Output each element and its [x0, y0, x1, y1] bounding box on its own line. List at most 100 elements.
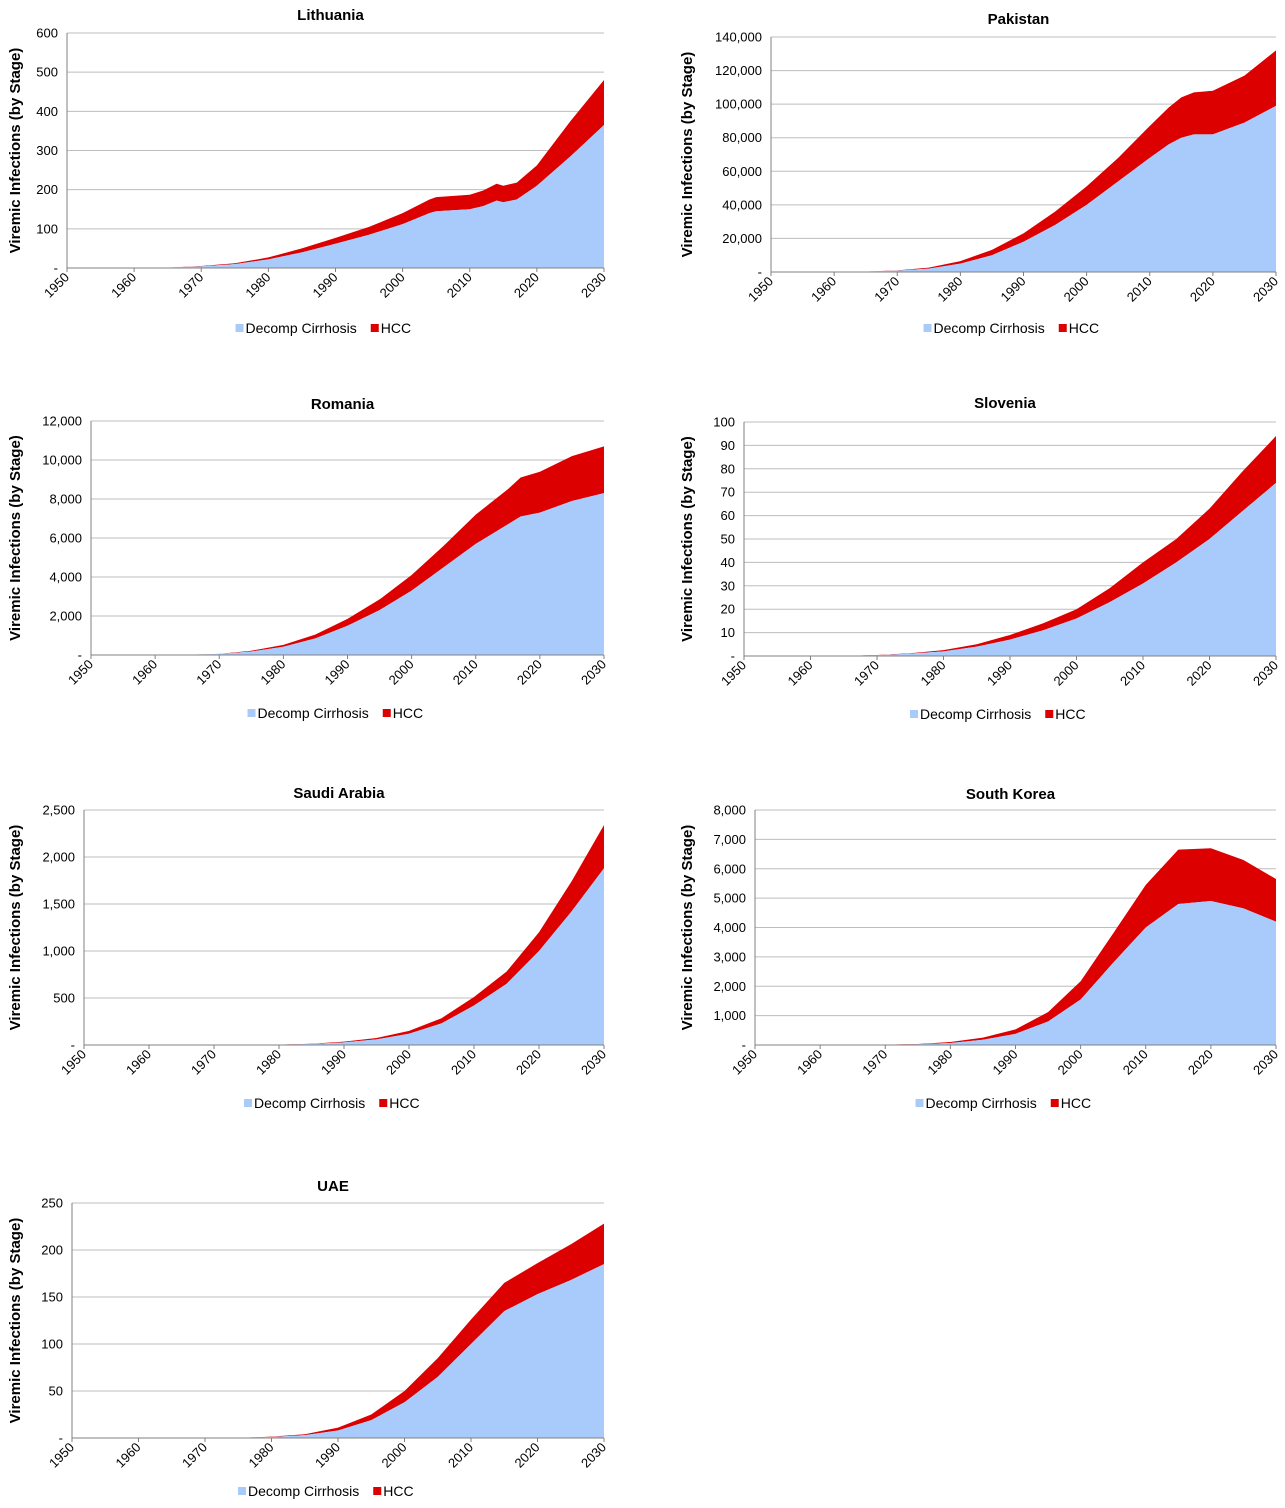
x-tick-label: 1990 — [984, 658, 1015, 689]
x-tick-label: 1980 — [246, 1440, 277, 1471]
y-tick-label: 250 — [41, 1196, 63, 1211]
x-tick-label: 2020 — [511, 270, 542, 301]
x-tick-label: 2000 — [1061, 274, 1092, 305]
legend: Decomp Cirrhosis HCC — [923, 320, 1099, 336]
y-tick-label: 100 — [36, 221, 58, 236]
y-tick-label: 60,000 — [722, 164, 762, 179]
y-tick-label: - — [71, 1038, 75, 1053]
y-tick-label: - — [54, 261, 58, 276]
chart-title: Slovenia — [974, 395, 1036, 412]
chart-romania: - 2,000 4,000 6,000 8,000 10,000 12,000 1950 196… — [7, 396, 609, 721]
y-tick-label: 140,000 — [715, 30, 762, 45]
chart-saudi-arabia: - 500 1,000 1,500 2,000 2,500 1950 1960 1970 1980… — [7, 785, 609, 1111]
y-tick-label: 1,000 — [42, 944, 75, 959]
x-tick-label: 2030 — [578, 1440, 609, 1471]
y-axis-label: Viremic Infections (by Stage) — [7, 48, 24, 254]
legend-label-decomp: Decomp Cirrhosis — [246, 320, 357, 336]
legend-swatch-decomp — [244, 1099, 252, 1107]
y-tick-label: 5,000 — [713, 891, 746, 906]
y-tick-label: 20,000 — [722, 231, 762, 246]
y-tick-label: 40 — [721, 555, 735, 570]
x-tick-label: 2030 — [1250, 1047, 1281, 1078]
y-tick-label: - — [59, 1431, 63, 1446]
y-tick-label: 100 — [713, 415, 735, 430]
x-tick-label: 1950 — [58, 1047, 89, 1078]
y-tick-label: 7,000 — [713, 832, 746, 847]
series-hcc-area — [755, 848, 1276, 1045]
y-tick-label: - — [731, 649, 735, 664]
y-tick-label: 12,000 — [42, 414, 82, 429]
x-tick-label: 2010 — [1117, 658, 1148, 689]
y-tick-label: 90 — [721, 438, 735, 453]
legend-label-decomp: Decomp Cirrhosis — [920, 706, 1031, 722]
x-tick-label: 1990 — [310, 270, 341, 301]
x-tick-label: 2020 — [1185, 1047, 1216, 1078]
x-tick-label: 2000 — [377, 270, 408, 301]
legend-label-hcc: HCC — [1069, 320, 1099, 336]
y-tick-label: 20 — [721, 602, 735, 617]
legend-swatch-hcc — [1050, 1099, 1059, 1107]
y-tick-label: 2,500 — [42, 803, 75, 818]
x-tick-label: 2020 — [1184, 658, 1215, 689]
legend: Decomp Cirrhosis HCC — [238, 1483, 414, 1499]
series-hcc-area — [91, 446, 604, 655]
y-tick-label: 50 — [49, 1384, 63, 1399]
y-tick-label: 80 — [721, 461, 735, 476]
x-tick-label: 1990 — [312, 1440, 343, 1471]
y-axis-label: Viremic Infections (by Stage) — [7, 825, 24, 1031]
y-tick-label: 6,000 — [49, 531, 82, 546]
legend: Decomp Cirrhosis HCC — [915, 1095, 1091, 1111]
x-tick-label: 1960 — [808, 274, 839, 305]
y-tick-label: 100 — [41, 1337, 63, 1352]
legend-swatch-hcc — [1058, 324, 1067, 332]
x-tick-label: 1960 — [129, 657, 160, 688]
legend-label-decomp: Decomp Cirrhosis — [258, 705, 369, 721]
x-tick-label: 1980 — [257, 657, 288, 688]
x-tick-label: 1960 — [794, 1047, 825, 1078]
legend-swatch-decomp — [235, 324, 244, 332]
x-tick-label: 1950 — [729, 1047, 760, 1078]
x-tick-label: 1980 — [934, 274, 965, 305]
series-decomp-cirrhosis-area — [67, 125, 604, 268]
y-tick-label: 10 — [721, 625, 735, 640]
y-axis-label: Viremic Infections (by Stage) — [679, 436, 696, 642]
y-tick-label: 70 — [721, 485, 735, 500]
legend-label-hcc: HCC — [383, 1483, 413, 1499]
x-tick-label: 2000 — [386, 657, 417, 688]
x-tick-label: 2030 — [578, 1047, 609, 1078]
x-tick-label: 1970 — [193, 657, 224, 688]
x-tick-label: 2010 — [445, 1440, 476, 1471]
y-tick-label: 120,000 — [715, 63, 762, 78]
y-tick-label: 200 — [41, 1243, 63, 1258]
y-tick-label: 4,000 — [49, 570, 82, 585]
legend-label-hcc: HCC — [393, 705, 423, 721]
legend-swatch-decomp — [915, 1099, 924, 1107]
legend: Decomp Cirrhosis HCC — [910, 706, 1086, 722]
series-decomp-cirrhosis-area — [755, 901, 1276, 1045]
x-tick-label: 1960 — [113, 1440, 144, 1471]
y-tick-label: 200 — [36, 182, 58, 197]
y-tick-label: 50 — [721, 532, 735, 547]
legend-label-hcc: HCC — [1061, 1095, 1091, 1111]
x-tick-label: 2010 — [444, 270, 475, 301]
x-tick-label: 2030 — [578, 270, 609, 301]
chart-title: Lithuania — [297, 7, 364, 24]
legend-swatch-decomp — [923, 324, 932, 332]
x-tick-label: 2030 — [1250, 274, 1281, 305]
x-tick-label: 1950 — [41, 270, 72, 301]
y-tick-label: 60 — [721, 508, 735, 523]
x-tick-label: 1970 — [188, 1047, 219, 1078]
legend-label-decomp: Decomp Cirrhosis — [926, 1095, 1037, 1111]
x-tick-label: 2000 — [1051, 658, 1082, 689]
series-decomp-cirrhosis-area — [72, 1264, 604, 1438]
y-tick-label: - — [742, 1038, 746, 1053]
y-tick-label: 40,000 — [722, 197, 762, 212]
y-tick-label: 10,000 — [42, 453, 82, 468]
legend-swatch-decomp — [910, 710, 918, 718]
x-tick-label: 1950 — [46, 1440, 77, 1471]
x-tick-label: 1980 — [918, 658, 949, 689]
y-tick-label: 500 — [36, 65, 58, 80]
chart-pakistan: - 20,000 40,000 60,000 80,000 100,000 120,000 1… — [679, 11, 1281, 336]
y-tick-label: 8,000 — [713, 803, 746, 818]
